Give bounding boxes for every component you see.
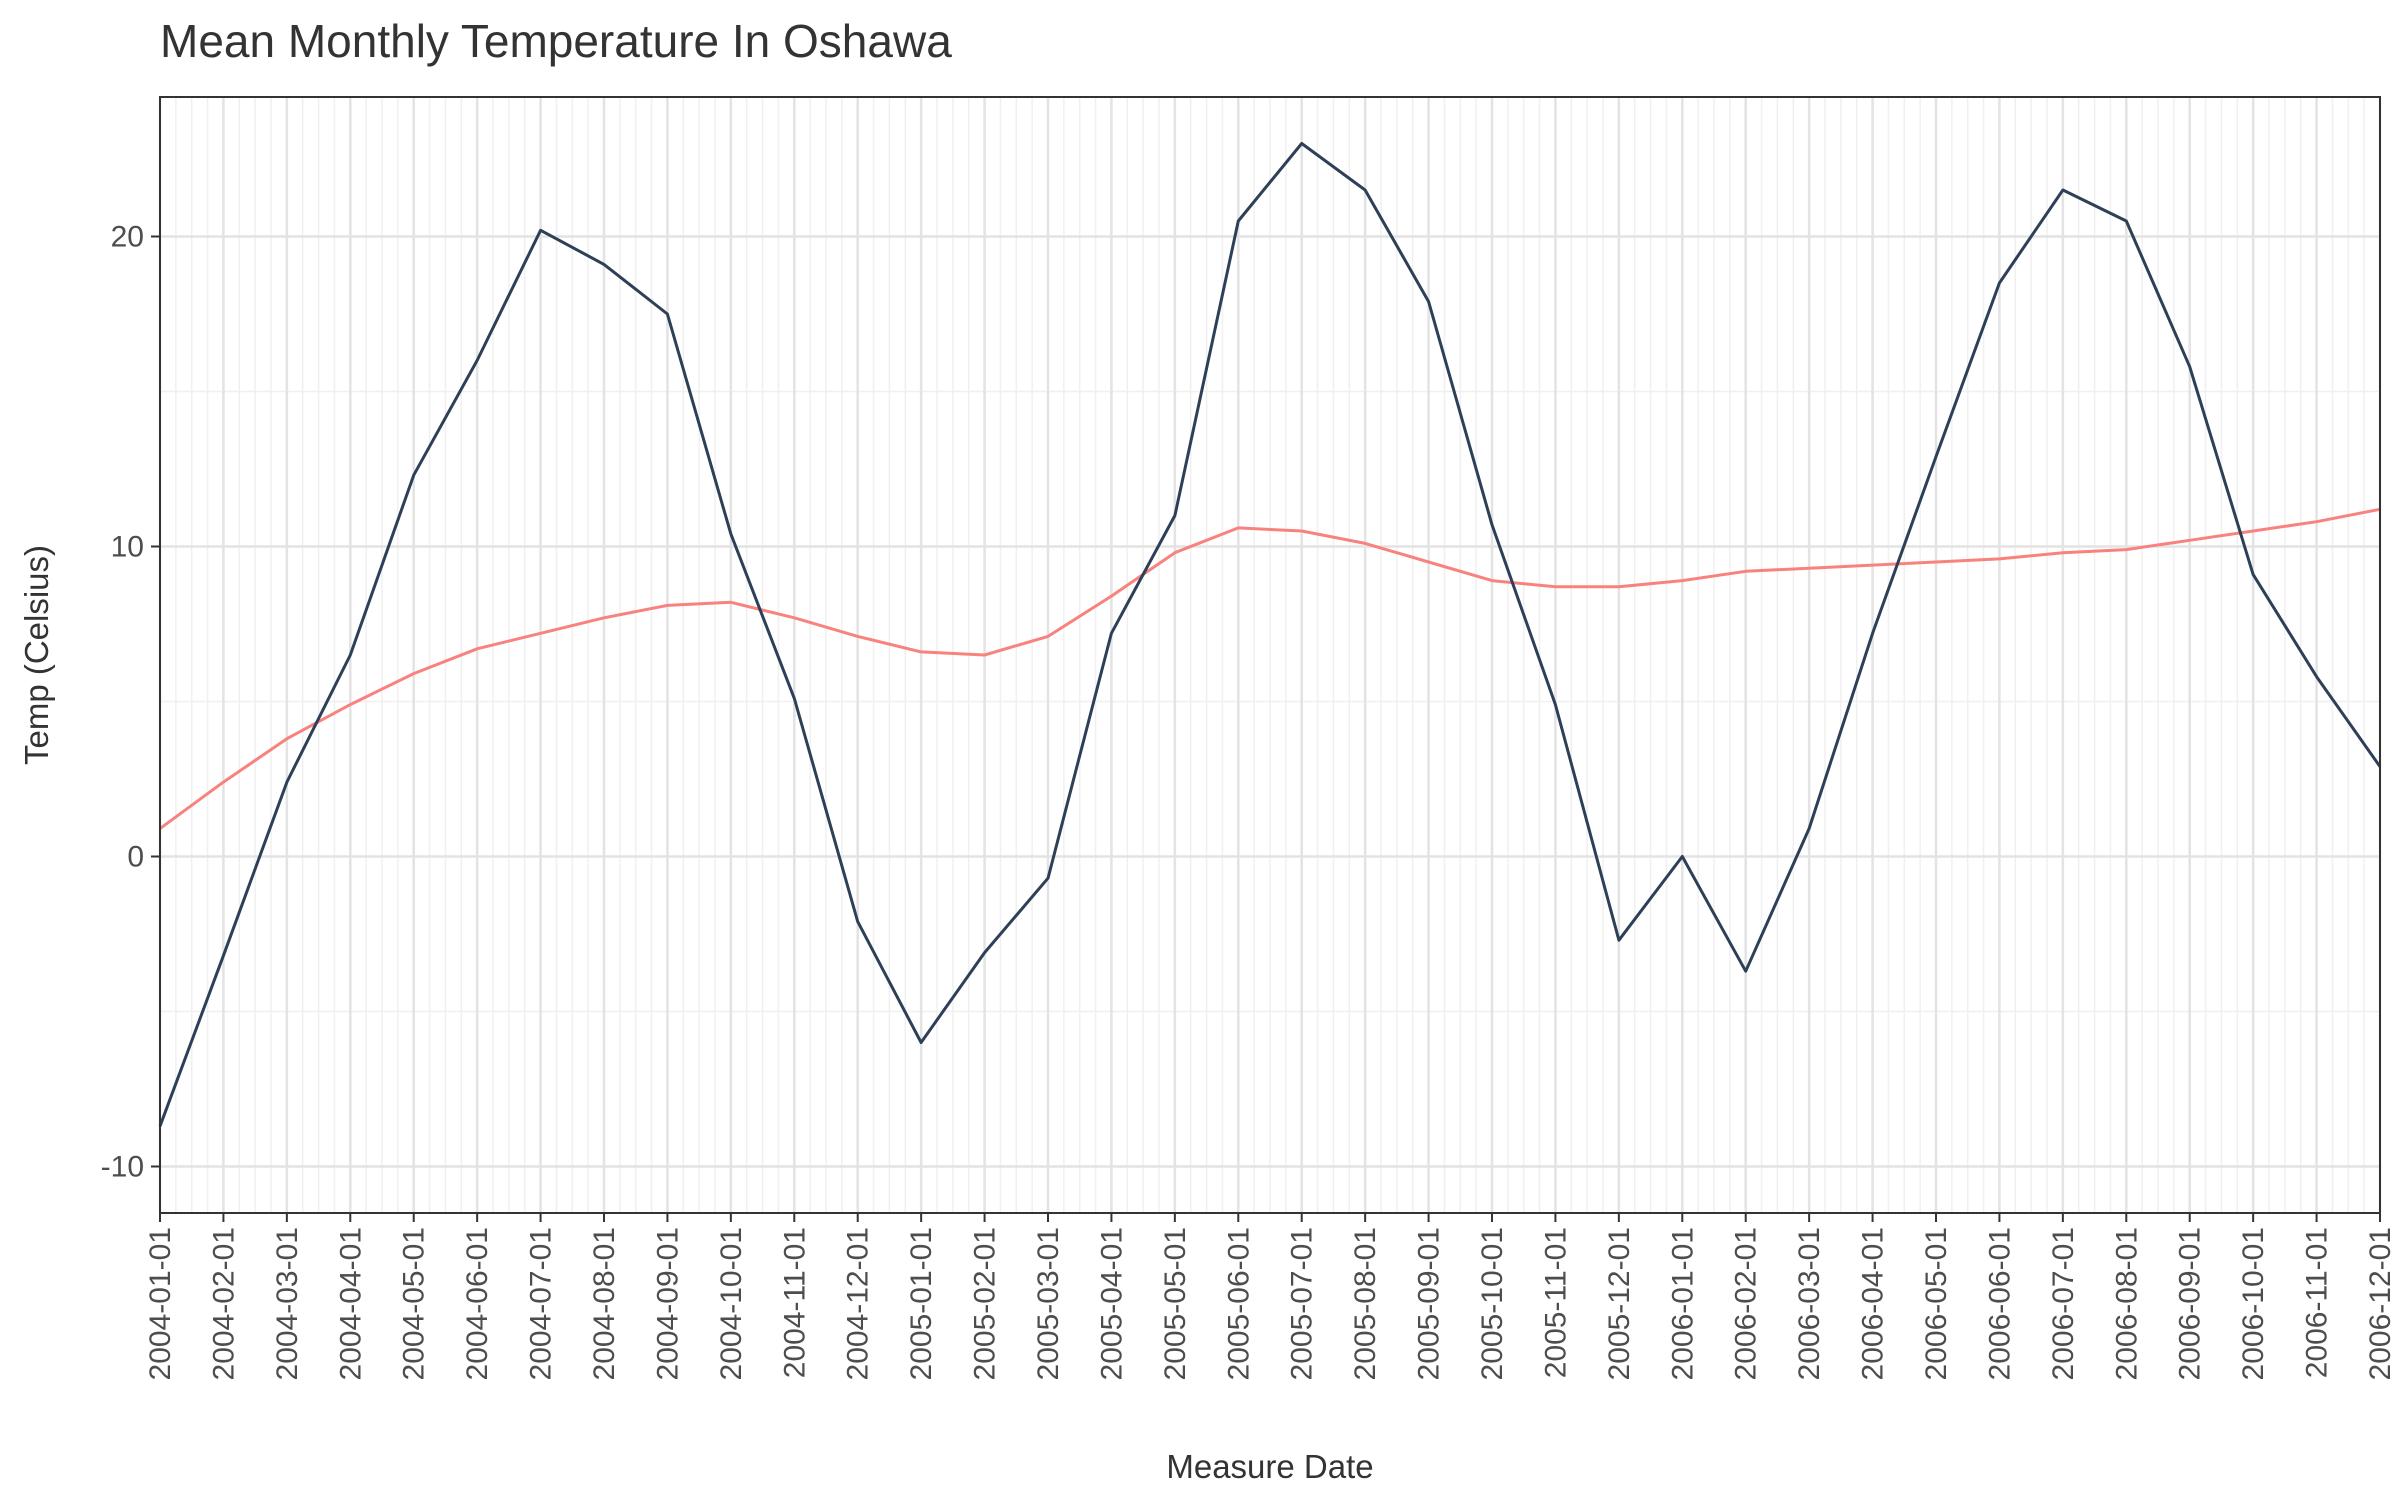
x-tick-label: 2004-05-01 [398, 1227, 431, 1380]
series-layer [158, 142, 2382, 1127]
y-tick-label: 0 [127, 841, 144, 874]
x-tick-label: 2004-02-01 [207, 1227, 240, 1380]
x-tick-label: 2005-02-01 [969, 1227, 1002, 1380]
x-axis-title: Measure Date [1166, 1448, 1373, 1485]
x-tick-label: 2005-06-01 [1222, 1227, 1255, 1380]
x-tick-label: 2005-04-01 [1095, 1227, 1128, 1380]
x-tick-label: 2004-03-01 [271, 1227, 304, 1380]
x-tick-label: 2004-07-01 [525, 1227, 558, 1380]
series-line-2 [159, 507, 2381, 830]
x-tick-label: 2005-12-01 [1603, 1227, 1636, 1380]
x-tick-label: 2004-10-01 [715, 1227, 748, 1380]
x-tick-label: 2004-08-01 [588, 1227, 621, 1380]
x-tick-label: 2006-11-01 [2301, 1227, 2334, 1378]
grid-lines [158, 97, 2382, 1213]
x-axis: 2004-01-01 2004-02-01 2004-03-01 2004-04-01… [144, 1213, 2397, 1380]
y-tick-label: 10 [111, 531, 144, 564]
x-tick-label: 2006-07-01 [2047, 1227, 2080, 1380]
x-tick-label: 2004-11-01 [778, 1227, 811, 1378]
x-tick-label: 2005-03-01 [1032, 1227, 1065, 1380]
x-tick-label: 2005-01-01 [905, 1227, 938, 1380]
x-tick-label: 2006-03-01 [1793, 1227, 1826, 1380]
x-tick-label: 2005-09-01 [1413, 1227, 1446, 1380]
x-tick-label: 2005-11-01 [1539, 1227, 1572, 1378]
x-tick-label: 2005-05-01 [1159, 1227, 1192, 1380]
x-tick-label: 2006-05-01 [1920, 1227, 1953, 1380]
x-tick-label: 2006-10-01 [2237, 1227, 2270, 1380]
chart-title: Mean Monthly Temperature In Oshawa [160, 15, 952, 67]
x-tick-label: 2005-07-01 [1286, 1227, 1319, 1380]
x-tick-label: 2005-10-01 [1476, 1227, 1509, 1380]
x-tick-label: 2006-04-01 [1857, 1227, 1890, 1380]
x-tick-label: 2006-08-01 [2110, 1227, 2143, 1380]
x-tick-label: 2006-09-01 [2174, 1227, 2207, 1380]
x-tick-label: 2006-12-01 [2364, 1227, 2397, 1380]
x-tick-label: 2005-08-01 [1349, 1227, 1382, 1380]
series-line-1 [158, 142, 2382, 1127]
y-axis-title: Temp (Celsius) [18, 545, 55, 765]
x-tick-label: 2004-04-01 [334, 1227, 367, 1380]
x-tick-label: 2006-02-01 [1730, 1227, 1763, 1380]
x-tick-label: 2004-01-01 [144, 1227, 177, 1380]
y-tick-label: -10 [101, 1151, 144, 1184]
plot-border [159, 96, 2381, 1214]
x-tick-label: 2004-12-01 [842, 1227, 875, 1380]
x-tick-label: 2004-06-01 [461, 1227, 494, 1380]
x-tick-label: 2006-01-01 [1666, 1227, 1699, 1380]
x-tick-label: 2006-06-01 [1983, 1227, 2016, 1380]
y-axis: -10 0 10 20 [101, 221, 160, 1184]
y-tick-label: 20 [111, 221, 144, 254]
x-tick-label: 2004-09-01 [651, 1227, 684, 1380]
